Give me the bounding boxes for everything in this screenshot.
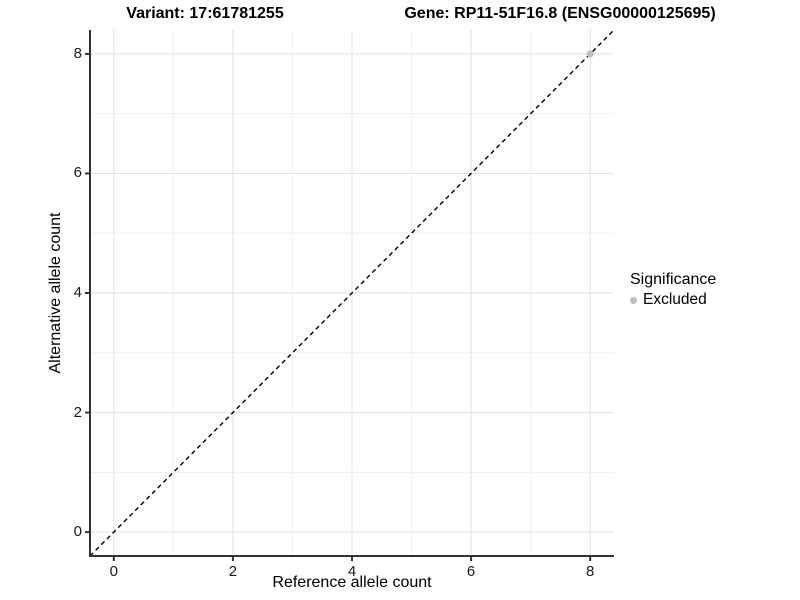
legend-item-excluded: Excluded	[630, 291, 716, 309]
data-point	[586, 50, 594, 58]
y-tick-label: 4	[73, 284, 82, 301]
y-tick-label: 0	[73, 523, 82, 541]
x-tick-label: 4	[347, 563, 357, 580]
legend: Significance Excluded	[630, 271, 716, 309]
legend-key-dot-icon	[630, 296, 637, 304]
gene-title: Gene: RP11-51F16.8 (ENSG00000125695)	[404, 5, 716, 22]
legend-title: Significance	[630, 271, 717, 288]
y-tick-label: 2	[73, 403, 82, 421]
legend-item-label: Excluded	[643, 291, 707, 308]
x-tick-label: 2	[228, 563, 238, 580]
y-tick-label: 8	[73, 44, 82, 62]
variant-title: Variant: 17:61781255	[126, 5, 284, 22]
identity-reference-line	[89, 29, 615, 557]
y-axis-label: Alternative allele count	[47, 212, 64, 374]
x-tick-label: 8	[586, 563, 595, 580]
y-tick-label: 6	[73, 164, 82, 182]
x-axis-label: Reference allele count	[272, 574, 432, 591]
x-tick-label: 6	[466, 563, 476, 580]
x-tick-label: 0	[109, 563, 118, 580]
